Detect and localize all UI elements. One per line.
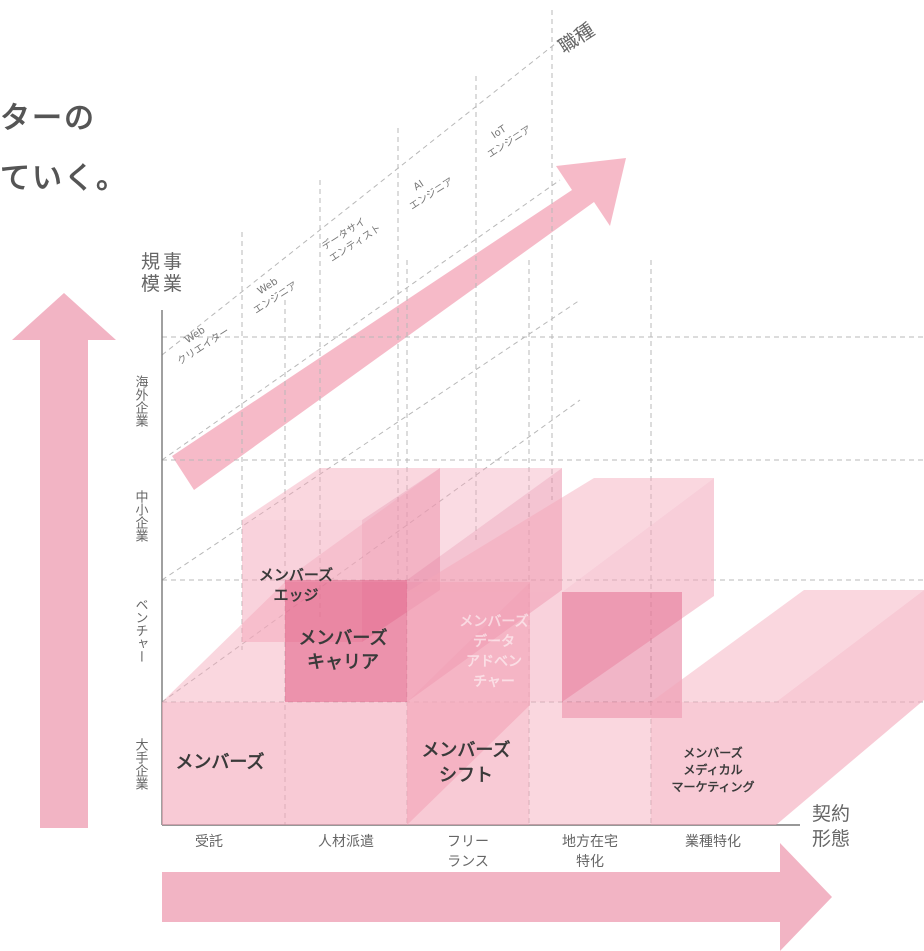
diagonal-job-arrow xyxy=(172,158,626,490)
product-career-label: キャリア xyxy=(307,652,379,673)
product-career-label: メンバーズ xyxy=(298,627,387,649)
contract-type-label: 業種特化 xyxy=(685,834,741,850)
job-type-iot-engineer: IoT エンジニア xyxy=(486,123,534,160)
scale-level-large: 大手企業 xyxy=(133,738,149,790)
box-medical xyxy=(651,590,924,825)
product-edge-label: メンバーズ xyxy=(259,566,333,584)
scale-axis-title-3: 事 xyxy=(163,251,182,273)
product-data-label: チャー xyxy=(473,674,515,690)
vertical-scale-arrow xyxy=(12,293,116,828)
job-type-web-creator: Web クリエイター xyxy=(175,325,232,368)
scale-axis-title-1: 規 xyxy=(141,251,160,273)
job-type-web-engineer: Web エンジニア xyxy=(252,276,300,316)
scale-level-char: 中小企業 xyxy=(133,490,149,542)
contract-type-label: 特化 xyxy=(576,854,604,870)
scale-level-overseas: 海外企業 xyxy=(133,375,149,427)
product-edge-label: エッジ xyxy=(273,586,318,604)
job-axis-title: 職種 xyxy=(555,19,599,58)
contract-type-label: 地方在宅 xyxy=(562,834,618,850)
contract-type-label: 受託 xyxy=(195,834,223,850)
product-medical-label: マーケティング xyxy=(671,779,754,794)
product-medical-label: メディカル xyxy=(683,762,742,777)
horizontal-contract-arrow xyxy=(162,843,832,951)
scale-axis-title-2: 模 xyxy=(141,273,160,295)
headline-line-2: ていく。 xyxy=(0,161,128,196)
scale-axis-title-4: 業 xyxy=(163,273,182,295)
headline-line-1: ターの xyxy=(0,101,96,136)
product-members-label: メンバーズ xyxy=(175,751,264,773)
contract-axis-title-1: 契約 xyxy=(812,803,850,825)
contract-type-label: 人材派遣 xyxy=(318,834,374,850)
scale-level-char: ベンチャー xyxy=(133,598,149,663)
job-type-data-scientist: データサイ エンティスト xyxy=(319,215,384,265)
contract-axis-title-2: 形態 xyxy=(812,828,850,850)
contract-type-label: フリー xyxy=(447,834,489,850)
scale-level-char: 海外企業 xyxy=(133,375,149,427)
product-data-label: アドベン xyxy=(466,654,522,670)
contract-type-label: ランス xyxy=(447,854,489,870)
product-shift-label: メンバーズ xyxy=(421,739,510,761)
box-shift xyxy=(407,702,651,825)
scale-level-venture: ベンチャー xyxy=(133,598,149,663)
product-data-label: データ xyxy=(473,633,515,650)
product-data-label: メンバーズ xyxy=(459,613,528,630)
job-type-ai-engineer: AI エンジニア xyxy=(408,176,456,212)
scale-level-char: 大手企業 xyxy=(133,738,149,790)
product-shift-label: シフト xyxy=(439,765,493,786)
product-medical-label: メンバーズ xyxy=(683,745,742,760)
box-data xyxy=(407,478,714,718)
scale-level-sme: 中小企業 xyxy=(133,490,149,542)
job-type-label: AI xyxy=(412,179,426,194)
